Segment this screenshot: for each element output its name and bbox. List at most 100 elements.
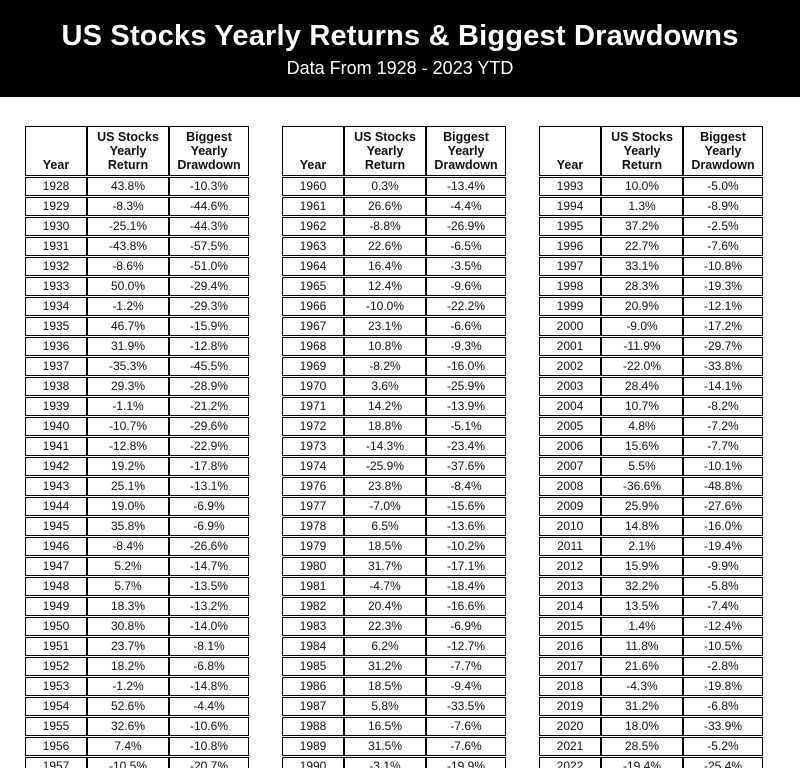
table-row: 1966 -10.0% -22.2% bbox=[282, 297, 506, 316]
return-cell: 5.2% bbox=[87, 557, 169, 576]
year-cell: 2004 bbox=[539, 397, 601, 416]
returns-table-1960-1992: Year US Stocks Yearly Return Biggest Yearly Dr… bbox=[282, 125, 506, 768]
table-row: 1950 30.8% -14.0% bbox=[25, 617, 249, 636]
return-cell: 18.2% bbox=[87, 657, 169, 676]
drawdown-cell: -10.2% bbox=[426, 537, 506, 556]
page-subtitle: Data From 1928 - 2023 YTD bbox=[286, 58, 514, 78]
return-cell: 28.5% bbox=[601, 737, 683, 756]
year-cell: 1937 bbox=[25, 357, 87, 376]
return-cell: 3.6% bbox=[344, 377, 426, 396]
return-cell: 14.2% bbox=[344, 397, 426, 416]
table-row: 1930 -25.1% -44.3% bbox=[25, 217, 249, 236]
year-cell: 1955 bbox=[25, 717, 87, 736]
return-cell: 32.6% bbox=[87, 717, 169, 736]
drawdown-cell: -17.2% bbox=[683, 317, 763, 336]
year-cell: 1928 bbox=[25, 177, 87, 196]
table-row: 1941 -12.8% -22.9% bbox=[25, 437, 249, 456]
return-cell: -1.2% bbox=[87, 297, 169, 316]
year-cell: 1981 bbox=[282, 577, 344, 596]
return-cell: -10.0% bbox=[344, 297, 426, 316]
return-cell: -1.2% bbox=[87, 677, 169, 696]
drawdown-cell: -13.6% bbox=[426, 517, 506, 536]
year-cell: 1980 bbox=[282, 557, 344, 576]
year-cell: 1973 bbox=[282, 437, 344, 456]
drawdown-cell: -14.8% bbox=[169, 677, 249, 696]
year-cell: 1970 bbox=[282, 377, 344, 396]
drawdown-cell: -9.9% bbox=[683, 557, 763, 576]
table-row: 2018 -4.3% -19.8% bbox=[539, 677, 763, 696]
table-row: 1996 22.7% -7.6% bbox=[539, 237, 763, 256]
table-row: 1977 -7.0% -15.6% bbox=[282, 497, 506, 516]
year-cell: 2012 bbox=[539, 557, 601, 576]
drawdown-cell: -5.8% bbox=[683, 577, 763, 596]
year-cell: 2017 bbox=[539, 657, 601, 676]
table-row: 1936 31.9% -12.8% bbox=[25, 337, 249, 356]
return-cell: 32.2% bbox=[601, 577, 683, 596]
year-cell: 2009 bbox=[539, 497, 601, 516]
table-row: 1965 12.4% -9.6% bbox=[282, 277, 506, 296]
header-row: Year US Stocks Yearly Return Biggest Yearly Dr… bbox=[282, 126, 506, 176]
return-cell: 31.9% bbox=[87, 337, 169, 356]
table-row: 2010 14.8% -16.0% bbox=[539, 517, 763, 536]
column-header-return: US Stocks Yearly Return bbox=[344, 126, 426, 176]
drawdown-cell: -26.9% bbox=[426, 217, 506, 236]
table-row: 1945 35.8% -6.9% bbox=[25, 517, 249, 536]
header-row: Year US Stocks Yearly Return Biggest Yearly Dr… bbox=[25, 126, 249, 176]
return-cell: -10.5% bbox=[87, 757, 169, 768]
drawdown-cell: -29.7% bbox=[683, 337, 763, 356]
table-row: 1953 -1.2% -14.8% bbox=[25, 677, 249, 696]
drawdown-cell: -29.4% bbox=[169, 277, 249, 296]
table-row: 2009 25.9% -27.6% bbox=[539, 497, 763, 516]
column-header-year: Year bbox=[282, 126, 344, 176]
year-cell: 2010 bbox=[539, 517, 601, 536]
return-cell: 31.2% bbox=[344, 657, 426, 676]
return-cell: 4.8% bbox=[601, 417, 683, 436]
return-cell: -36.6% bbox=[601, 477, 683, 496]
drawdown-cell: -15.9% bbox=[169, 317, 249, 336]
year-cell: 1984 bbox=[282, 637, 344, 656]
table-row: 1988 16.5% -7.6% bbox=[282, 717, 506, 736]
year-cell: 1989 bbox=[282, 737, 344, 756]
year-cell: 1942 bbox=[25, 457, 87, 476]
column-header-return: US Stocks Yearly Return bbox=[87, 126, 169, 176]
return-cell: 18.5% bbox=[344, 677, 426, 696]
table-row: 2005 4.8% -7.2% bbox=[539, 417, 763, 436]
year-cell: 1945 bbox=[25, 517, 87, 536]
table-row: 1976 23.8% -8.4% bbox=[282, 477, 506, 496]
table-row: 1960 0.3% -13.4% bbox=[282, 177, 506, 196]
drawdown-cell: -6.9% bbox=[426, 617, 506, 636]
table-row: 1949 18.3% -13.2% bbox=[25, 597, 249, 616]
table-row: 2017 21.6% -2.8% bbox=[539, 657, 763, 676]
column-header-drawdown: Biggest Yearly Drawdown bbox=[169, 126, 249, 176]
return-cell: -22.0% bbox=[601, 357, 683, 376]
drawdown-cell: -8.4% bbox=[426, 477, 506, 496]
table-row: 1931 -43.8% -57.5% bbox=[25, 237, 249, 256]
drawdown-cell: -22.2% bbox=[426, 297, 506, 316]
column-header-year: Year bbox=[539, 126, 601, 176]
year-cell: 1979 bbox=[282, 537, 344, 556]
return-cell: 19.0% bbox=[87, 497, 169, 516]
drawdown-cell: -4.4% bbox=[426, 197, 506, 216]
year-cell: 2014 bbox=[539, 597, 601, 616]
column-header-drawdown: Biggest Yearly Drawdown bbox=[683, 126, 763, 176]
table-row: 1946 -8.4% -26.6% bbox=[25, 537, 249, 556]
return-cell: 30.8% bbox=[87, 617, 169, 636]
year-cell: 2019 bbox=[539, 697, 601, 716]
return-cell: 52.6% bbox=[87, 697, 169, 716]
table-row: 2013 32.2% -5.8% bbox=[539, 577, 763, 596]
drawdown-cell: -10.6% bbox=[169, 717, 249, 736]
year-cell: 2011 bbox=[539, 537, 601, 556]
drawdown-cell: -29.6% bbox=[169, 417, 249, 436]
drawdown-cell: -19.3% bbox=[683, 277, 763, 296]
drawdown-cell: -17.1% bbox=[426, 557, 506, 576]
table-row: 1935 46.7% -15.9% bbox=[25, 317, 249, 336]
return-cell: 33.1% bbox=[601, 257, 683, 276]
table-row: 1947 5.2% -14.7% bbox=[25, 557, 249, 576]
year-cell: 1983 bbox=[282, 617, 344, 636]
table-row: 1934 -1.2% -29.3% bbox=[25, 297, 249, 316]
return-cell: 26.6% bbox=[344, 197, 426, 216]
drawdown-cell: -10.1% bbox=[683, 457, 763, 476]
drawdown-cell: -8.9% bbox=[683, 197, 763, 216]
year-cell: 1940 bbox=[25, 417, 87, 436]
return-cell: 6.5% bbox=[344, 517, 426, 536]
